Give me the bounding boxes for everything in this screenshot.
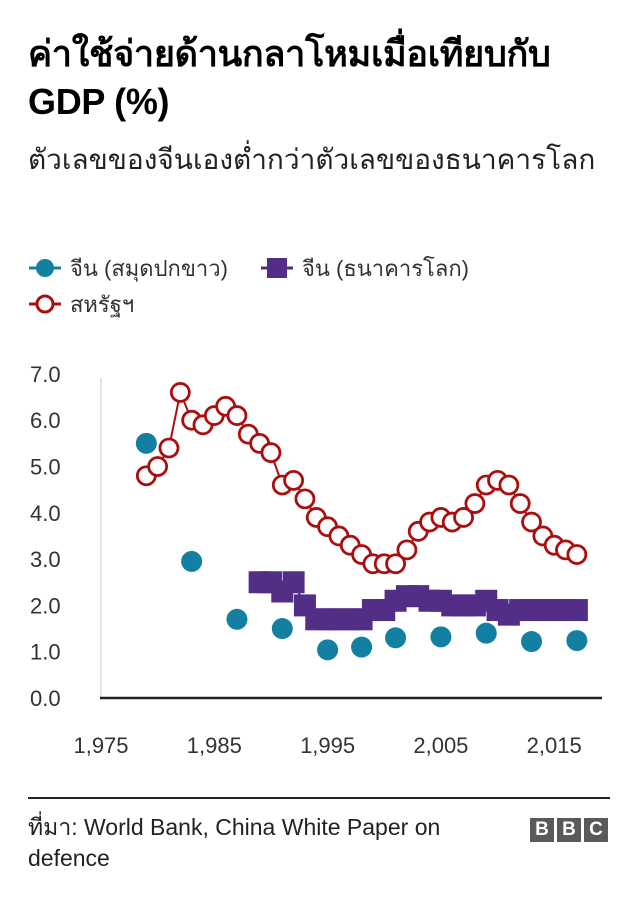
- data-point: [509, 493, 531, 514]
- data-point: [135, 432, 157, 454]
- data-point: [351, 636, 373, 658]
- legend-label: จีน (ธนาคารโลก): [301, 255, 469, 281]
- y-tick-label: 3.0: [30, 547, 61, 572]
- chart-subtitle: ตัวเลขของจีนเองต่ำกว่าตัวเลขของธนาคารโลก: [28, 144, 596, 175]
- x-tick-label: 2,005: [413, 733, 468, 758]
- x-tick-label: 1,975: [73, 733, 128, 758]
- data-point: [453, 507, 474, 528]
- data-point: [294, 488, 316, 510]
- legend-label: จีน (สมุดปกขาว): [70, 255, 228, 281]
- data-point: [566, 630, 588, 652]
- data-point: [226, 405, 248, 426]
- footer-divider: [28, 797, 610, 799]
- y-tick-label: 1.0: [30, 640, 61, 665]
- x-tick-label: 1,995: [300, 733, 355, 758]
- data-point: [283, 469, 305, 491]
- data-point: [317, 639, 339, 661]
- series-hollow-circle: [135, 382, 588, 575]
- data-point: [396, 539, 418, 561]
- data-point: [282, 571, 305, 594]
- data-point: [181, 550, 203, 572]
- bbc-logo-letter: C: [584, 818, 608, 842]
- y-tick-label: 0.0: [30, 686, 61, 711]
- legend-item-usa: สหรัฐฯ: [28, 287, 134, 322]
- y-tick-label: 5.0: [30, 455, 61, 480]
- chart-title: ค่าใช้จ่ายด้านกลาโหมเมื่อเทียบกับ GDP (%…: [28, 33, 551, 122]
- y-tick-label: 4.0: [30, 501, 61, 526]
- legend-item-china-white-paper: จีน (สมุดปกขาว): [28, 251, 228, 286]
- source-note: ที่มา: World Bank, China White Paper on …: [28, 814, 441, 871]
- data-point: [430, 626, 452, 648]
- y-tick-label: 6.0: [30, 408, 61, 433]
- y-tick-label: 2.0: [30, 593, 61, 618]
- x-tick-label: 2,015: [527, 733, 582, 758]
- data-point: [521, 631, 543, 653]
- chart-plot-area: 0.0 1.0 2.0 3.0 4.0 5.0 6.0 7.0 1,975 1,985 1,995…: [30, 362, 602, 758]
- y-tick-label: 7.0: [30, 362, 61, 387]
- filled-square-marker-icon: [260, 258, 293, 278]
- filled-circle-marker-icon: [29, 259, 61, 277]
- data-point: [158, 437, 180, 459]
- data-point: [498, 474, 520, 496]
- x-tick-label: 1,985: [187, 733, 242, 758]
- data-point: [260, 442, 282, 464]
- data-point: [271, 618, 293, 640]
- series-filled-square: [248, 571, 588, 631]
- series-filled-circle: [135, 432, 588, 661]
- hollow-circle-marker-icon: [29, 294, 61, 314]
- bbc-logo: B B C: [530, 818, 608, 842]
- x-axis: 1,975 1,985 1,995 2,005 2,015: [73, 696, 602, 758]
- data-point: [385, 627, 407, 649]
- data-point: [169, 382, 191, 403]
- data-point: [565, 599, 588, 622]
- legend-label: สหรัฐฯ: [70, 291, 135, 317]
- legend-item-china-world-bank: จีน (ธนาคารโลก): [260, 251, 469, 286]
- data-point: [226, 608, 248, 630]
- legend: จีน (สมุดปกขาว) จีน (ธนาคารโลก) สหรัฐฯ: [28, 250, 628, 322]
- bbc-logo-letter: B: [557, 818, 581, 842]
- y-axis: 0.0 1.0 2.0 3.0 4.0 5.0 6.0 7.0: [30, 362, 102, 711]
- data-point: [385, 553, 406, 575]
- data-point: [521, 511, 542, 533]
- data-point: [464, 493, 486, 514]
- data-point: [566, 544, 588, 565]
- series-layer: [135, 382, 588, 661]
- bbc-logo-letter: B: [530, 818, 554, 842]
- data-point: [475, 622, 497, 644]
- data-point: [147, 456, 169, 477]
